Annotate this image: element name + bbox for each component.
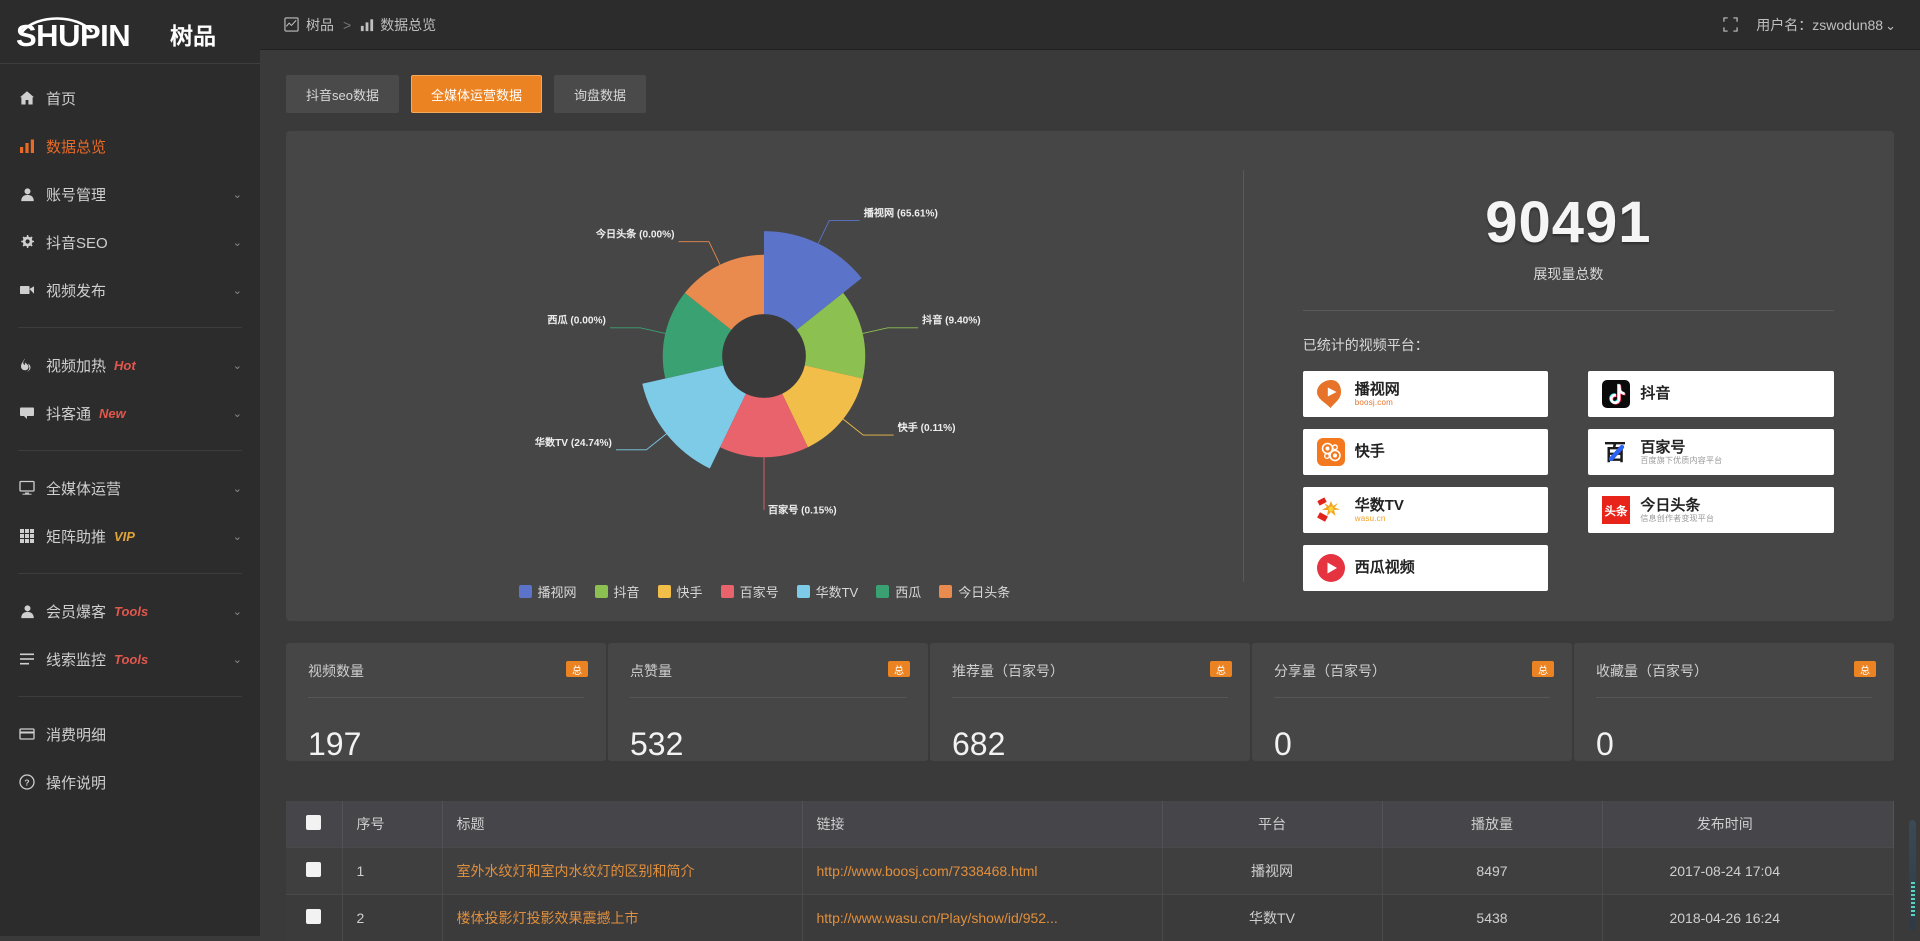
- svg-text:抖音 (9.40%): 抖音 (9.40%): [923, 314, 981, 327]
- svg-text:华数TV (24.74%): 华数TV (24.74%): [535, 436, 612, 449]
- svg-text:SHUPIN: SHUPIN: [16, 18, 130, 52]
- svg-text:播视网 (65.61%): 播视网 (65.61%): [864, 206, 938, 219]
- svg-text:西瓜 (0.00%): 西瓜 (0.00%): [548, 315, 606, 327]
- svg-text:百家号 (0.15%): 百家号 (0.15%): [768, 503, 837, 516]
- svg-text:快手 (0.11%): 快手 (0.11%): [898, 421, 956, 434]
- svg-text:头条: 头条: [1605, 504, 1628, 518]
- svg-text:今日头条 (0.00%): 今日头条 (0.00%): [595, 228, 675, 241]
- svg-text:树品: 树品: [170, 23, 216, 49]
- svg-text:?: ?: [24, 778, 29, 788]
